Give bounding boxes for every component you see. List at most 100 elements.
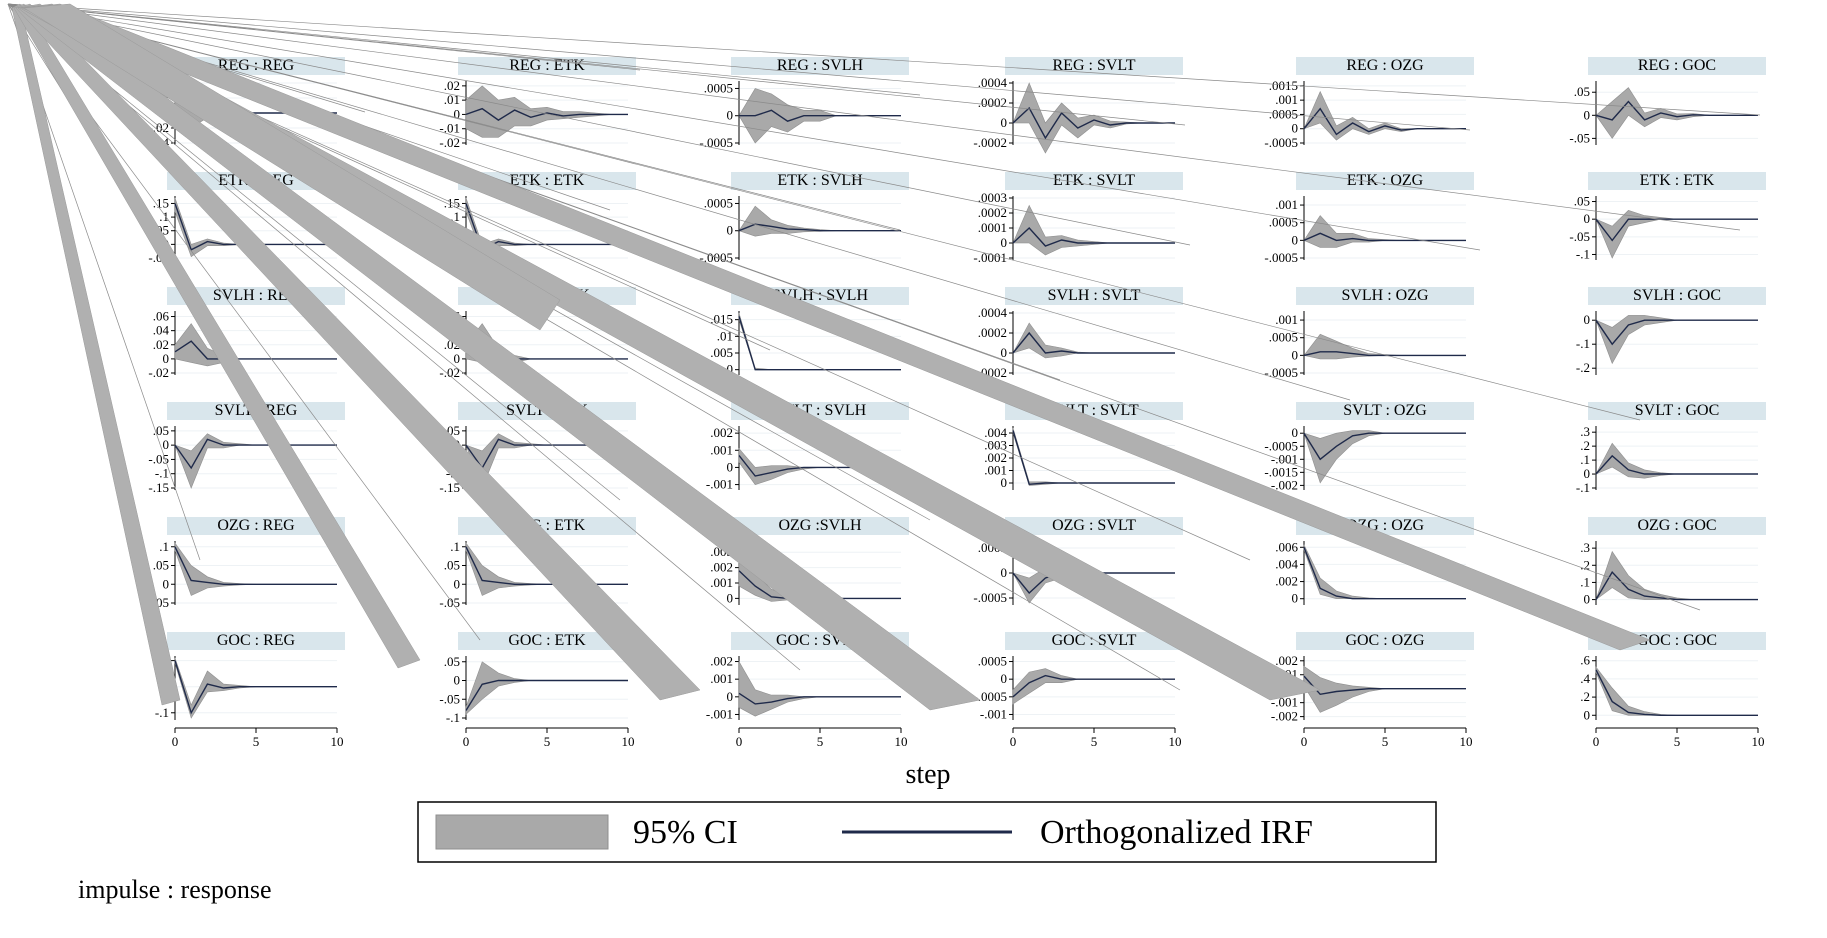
y-tick-label: .3 [1580, 424, 1590, 439]
y-tick-label: .0004 [978, 305, 1008, 320]
panel-title-background [1005, 517, 1183, 535]
y-tick-label: .0003 [978, 190, 1007, 205]
y-tick-label: 0 [163, 351, 170, 366]
panel-title-background [1005, 632, 1183, 650]
stray-line [7, 3, 1191, 246]
y-tick-label: 0 [1584, 707, 1591, 722]
y-tick-label: -.0001 [973, 250, 1007, 265]
panel-title-background [1588, 402, 1766, 420]
y-tick-label: 0 [1292, 591, 1299, 606]
panel-title-background [1296, 632, 1474, 650]
irf-line [1303, 432, 1466, 461]
y-tick-label: 0 [1292, 347, 1299, 362]
x-tick-label: 0 [1010, 734, 1017, 749]
panel-title-background [167, 632, 345, 650]
y-tick-label: -.15 [148, 480, 169, 495]
y-tick-label: 0 [1001, 565, 1008, 580]
y-tick-label: .001 [984, 463, 1007, 478]
ci-band [1595, 210, 1758, 259]
irf-panel: REG : SVLT .0004 .0002 0 -.0002 [973, 57, 1183, 154]
panel-title: GOC : OZG [1345, 632, 1425, 649]
panel-title-background [1588, 172, 1766, 190]
irf-line [174, 438, 337, 470]
y-tick-label: -.01 [439, 121, 460, 136]
y-tick-label: -.0005 [1264, 365, 1298, 380]
y-tick-label: .3 [1580, 540, 1590, 555]
y-tick-label: .002 [710, 425, 733, 440]
panel-title-background [1296, 402, 1474, 420]
panel-title: GOC : REG [217, 632, 296, 649]
panel-title: SVLH : REG [213, 287, 300, 304]
irf-line [465, 546, 628, 585]
y-tick-label: -.1 [155, 466, 169, 481]
panel-title: SVLH : SVLT [1048, 287, 1141, 304]
y-tick-label: 0 [1001, 475, 1008, 490]
panel-title-background [1005, 172, 1183, 190]
panel-title: ETK : SVLT [1053, 172, 1135, 189]
panel-title-background [458, 632, 636, 650]
panel-title-background [1588, 517, 1766, 535]
panel-title-background [1588, 287, 1766, 305]
panel-title: OZG : SVLT [1052, 517, 1136, 534]
irf-panel: SVLH : GOC 0 -.1 -.2 [1576, 287, 1766, 375]
legend-label-irf: Orthogonalized IRF [1040, 814, 1313, 851]
x-tick-label: 5 [817, 734, 824, 749]
panel-title-background [167, 517, 345, 535]
y-tick-label: 0 [727, 459, 734, 474]
panel-title: ETK : OZG [1347, 172, 1424, 189]
y-tick-label: 0 [1584, 312, 1591, 327]
ci-band [1595, 315, 1758, 365]
x-axis-label: step [905, 759, 950, 790]
y-tick-label: 0 [454, 351, 461, 366]
stray-band [15, 3, 701, 701]
y-tick-label: 0 [1584, 107, 1591, 122]
y-tick-label: -.1 [1576, 336, 1590, 351]
stray-band [17, 3, 981, 711]
y-tick-label: .0002 [978, 95, 1007, 110]
panel-title: GOC : GOC [1637, 632, 1717, 649]
y-tick-label: .01 [444, 92, 460, 107]
y-tick-label: -.0005 [1264, 135, 1298, 150]
y-tick-label: -.0005 [973, 689, 1007, 704]
irf-line [1595, 454, 1758, 475]
stray-line [7, 3, 1761, 116]
irf-line [465, 107, 628, 121]
irf-line [1595, 100, 1758, 121]
panel-title: SVLT : OZG [1343, 402, 1427, 419]
y-tick-label: 0 [163, 437, 170, 452]
panel-title: SVLH : GOC [1633, 287, 1721, 304]
panel-title: SVLH : OZG [1341, 287, 1429, 304]
irf-line [1595, 669, 1758, 716]
y-tick-label: .05 [1574, 84, 1590, 99]
x-tick-label: 0 [172, 734, 179, 749]
y-tick-label: .001 [1275, 92, 1298, 107]
panel-title-background [1296, 57, 1474, 75]
panel-title: REG : GOC [1638, 57, 1716, 74]
y-tick-label: .0005 [704, 80, 733, 95]
y-tick-label: .001 [710, 575, 733, 590]
irf-line [1012, 331, 1175, 354]
irf-line [465, 679, 628, 711]
irf-panel: GOC : ETK.050-.05-.10 5 10 [439, 632, 636, 749]
stray-line [7, 3, 1351, 401]
y-tick-label: .002 [710, 560, 733, 575]
irf-line [738, 692, 901, 705]
panel-title: GOC : SVLT [1052, 632, 1137, 649]
panel-title: OZG : GOC [1637, 517, 1716, 534]
x-tick-label: 5 [253, 734, 260, 749]
y-tick-label: .1 [159, 539, 169, 554]
panel-title: OZG : REG [217, 517, 295, 534]
y-tick-label: .01 [717, 328, 733, 343]
irf-line [1303, 351, 1466, 357]
y-tick-label: 0 [454, 106, 461, 121]
y-tick-label: .0001 [978, 220, 1007, 235]
y-tick-label: 0 [727, 362, 734, 377]
y-tick-label: 0 [454, 673, 461, 688]
stray-line [7, 3, 801, 671]
stray-band [13, 3, 421, 669]
y-tick-label: .001 [710, 671, 733, 686]
